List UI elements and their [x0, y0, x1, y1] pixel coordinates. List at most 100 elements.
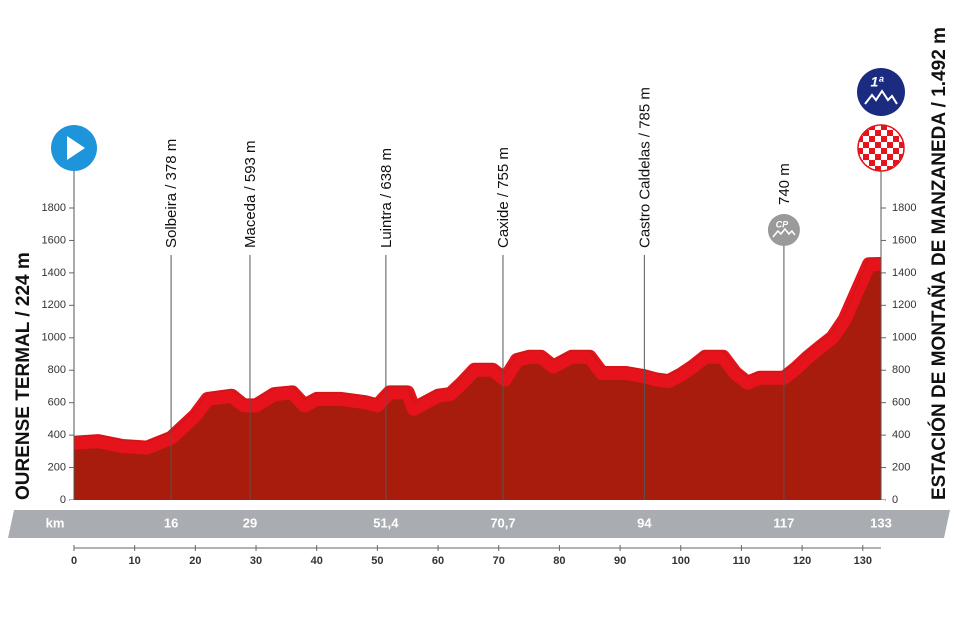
profile-area	[74, 258, 881, 500]
x-tick-label: 70	[493, 555, 505, 567]
y-tick-label: 1400	[42, 267, 66, 279]
y-tick-label: 1600	[892, 234, 916, 246]
y-tick-label: 600	[48, 397, 66, 409]
y-tick-label: 1400	[892, 267, 916, 279]
flag-square	[869, 148, 875, 154]
flag-square	[858, 142, 863, 148]
waypoint-km: 51,4	[373, 515, 399, 530]
sprint-badge: CP	[776, 219, 789, 229]
flag-square	[881, 166, 887, 171]
flag-square	[881, 136, 887, 142]
flag-square	[863, 148, 869, 154]
flag-square	[893, 142, 899, 148]
flag-square	[863, 154, 869, 160]
flag-square	[858, 125, 863, 130]
flag-square	[869, 136, 875, 142]
flag-square	[863, 160, 869, 166]
y-tick-label: 0	[892, 494, 898, 506]
profile-edge	[73, 257, 882, 443]
flag-square	[863, 130, 869, 136]
waypoint-km: 70,7	[490, 515, 515, 530]
sprint-mountain	[772, 227, 796, 238]
y-tick-label: 1800	[892, 202, 916, 214]
flag-square	[899, 142, 904, 148]
flag-square	[887, 160, 893, 166]
finish-flag	[858, 125, 904, 171]
y-tick-label: 400	[892, 429, 910, 441]
flag-square	[881, 148, 887, 154]
y-tick-label: 0	[60, 494, 66, 506]
flag-square	[869, 154, 875, 160]
x-tick-label: 40	[311, 555, 323, 567]
flag-square	[899, 125, 904, 130]
flag-square	[875, 130, 881, 136]
x-tick-label: 110	[733, 555, 751, 567]
x-tick-label: 90	[614, 555, 626, 567]
y-tick-label: 1000	[892, 332, 916, 344]
flag-square	[875, 166, 881, 171]
flag-square	[893, 136, 899, 142]
x-tick-label: 120	[793, 555, 811, 567]
flag-square	[858, 148, 863, 154]
climb-mountain	[864, 89, 898, 105]
waypoint-km: 29	[243, 515, 257, 530]
flag-square	[869, 142, 875, 148]
x-tick-label: 80	[553, 555, 565, 567]
flag-square	[863, 136, 869, 142]
km-band	[8, 510, 950, 538]
sprint-label: 740 m	[776, 163, 793, 205]
waypoint-km: 16	[164, 515, 178, 530]
x-tick-label: 10	[129, 555, 141, 567]
flag-square	[893, 154, 899, 160]
waypoint-label: Maceda / 593 m	[242, 140, 259, 248]
flag-square	[887, 148, 893, 154]
flag-square	[893, 130, 899, 136]
flag-square	[881, 160, 887, 166]
flag-square	[875, 125, 881, 130]
flag-square	[887, 136, 893, 142]
flag-square	[863, 142, 869, 148]
finish-name: ESTACIÓN DE MONTAÑA DE MANZANEDA / 1.492…	[928, 27, 950, 500]
km-label: km	[46, 515, 65, 530]
y-tick-label: 1600	[42, 234, 66, 246]
x-tick-label: 30	[250, 555, 262, 567]
flag-square	[881, 154, 887, 160]
flag-square	[858, 166, 863, 171]
flag-square	[887, 142, 893, 148]
y-tick-label: 200	[892, 461, 910, 473]
y-tick-label: 400	[48, 429, 66, 441]
y-tick-label: 800	[48, 364, 66, 376]
flag-square	[881, 142, 887, 148]
x-tick-label: 0	[71, 555, 77, 567]
y-tick-label: 600	[892, 397, 910, 409]
flag-square	[887, 154, 893, 160]
y-tick-label: 200	[48, 461, 66, 473]
x-tick-label: 100	[672, 555, 690, 567]
flag-square	[893, 160, 899, 166]
x-tick-label: 20	[189, 555, 201, 567]
flag-ring	[857, 124, 905, 172]
waypoint-label: Castro Caldelas / 785 m	[636, 87, 653, 248]
flag-square	[875, 142, 881, 148]
climb-category: 1ª	[871, 74, 885, 90]
x-tick-label: 130	[854, 555, 872, 567]
flag-square	[887, 130, 893, 136]
flag-square	[875, 136, 881, 142]
waypoint-km: 94	[637, 515, 652, 530]
flag-square	[869, 160, 875, 166]
flag-square	[875, 160, 881, 166]
sprint-km: 117	[773, 515, 794, 530]
y-tick-label: 1800	[42, 202, 66, 214]
flag-square	[899, 148, 904, 154]
x-tick-label: 60	[432, 555, 444, 567]
y-tick-label: 800	[892, 364, 910, 376]
flag-square	[881, 125, 887, 130]
flag-square	[881, 130, 887, 136]
y-tick-label: 1200	[42, 299, 66, 311]
waypoint-label: Solbeira / 378 m	[163, 139, 180, 248]
flag-square	[875, 154, 881, 160]
baseline-mask	[70, 500, 885, 508]
flag-square	[869, 130, 875, 136]
